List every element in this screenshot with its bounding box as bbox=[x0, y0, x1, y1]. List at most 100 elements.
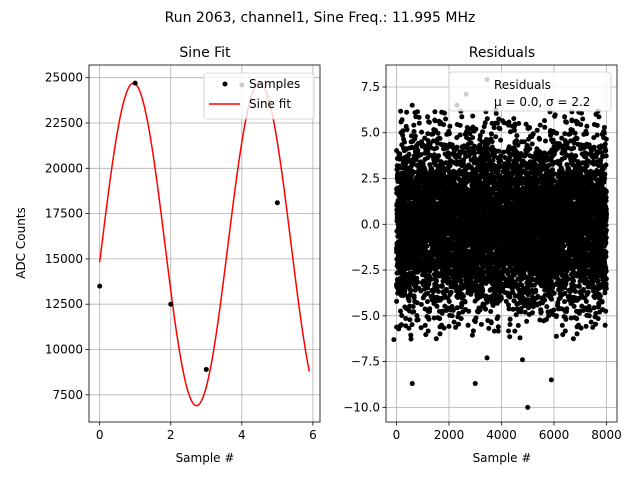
residual-point bbox=[506, 119, 512, 125]
residual-point bbox=[461, 143, 467, 149]
residual-point bbox=[481, 302, 487, 308]
residual-point bbox=[490, 158, 496, 163]
residual-point bbox=[434, 278, 439, 284]
residual-point bbox=[442, 110, 447, 116]
residual-point bbox=[398, 308, 403, 314]
residual-point bbox=[446, 323, 452, 329]
residual-point bbox=[465, 322, 471, 328]
residual-point bbox=[498, 296, 504, 302]
residuals-plot-area bbox=[391, 77, 609, 410]
residual-point bbox=[477, 307, 483, 313]
residual-point bbox=[487, 153, 493, 159]
residual-point bbox=[439, 283, 445, 289]
residual-point bbox=[495, 120, 500, 126]
residual-point bbox=[507, 334, 513, 340]
residual-point bbox=[419, 129, 425, 135]
residual-point bbox=[443, 287, 449, 292]
residual-point bbox=[470, 113, 476, 119]
residual-point bbox=[427, 306, 433, 312]
residual-point bbox=[447, 163, 453, 169]
residual-point bbox=[410, 304, 416, 309]
residual-point bbox=[470, 328, 476, 334]
residual-point bbox=[458, 150, 464, 156]
residual-point bbox=[410, 169, 416, 175]
residual-point bbox=[515, 323, 521, 328]
residual-point bbox=[461, 293, 466, 299]
residual-point bbox=[415, 317, 421, 323]
sine-fit-xtick-label: 2 bbox=[167, 428, 175, 442]
residual-point bbox=[434, 140, 440, 146]
residual-point bbox=[457, 132, 463, 138]
residual-point bbox=[435, 130, 441, 136]
sample-point bbox=[132, 80, 138, 86]
sine-fit-ytick-label: 17500 bbox=[45, 207, 83, 221]
residual-point bbox=[488, 131, 494, 137]
residual-point bbox=[415, 148, 421, 153]
sine-fit-xtick-label: 0 bbox=[96, 428, 104, 442]
residual-point bbox=[480, 129, 486, 135]
residual-point bbox=[430, 131, 436, 137]
residual-point bbox=[473, 126, 479, 132]
residual-point bbox=[459, 302, 465, 308]
residual-point bbox=[408, 288, 414, 294]
residual-point bbox=[453, 324, 459, 330]
sine-fit-ylabel: ADC Counts bbox=[14, 207, 28, 279]
residual-point bbox=[426, 316, 432, 322]
residual-point bbox=[432, 118, 438, 124]
residual-point bbox=[437, 331, 443, 337]
residual-point bbox=[435, 264, 441, 270]
residual-point bbox=[511, 116, 517, 122]
residual-point bbox=[472, 319, 478, 325]
residual-point bbox=[406, 298, 412, 304]
residual-point bbox=[462, 299, 468, 305]
residual-point bbox=[470, 135, 476, 141]
residual-point bbox=[496, 116, 502, 122]
sine-fit-title: Sine Fit bbox=[179, 45, 231, 61]
sine-fit-ytick-label: 12500 bbox=[45, 297, 83, 311]
residual-point bbox=[477, 133, 483, 139]
residual-point bbox=[486, 325, 492, 331]
residual-point bbox=[428, 276, 434, 282]
residual-point bbox=[467, 131, 473, 137]
residuals-axes: Residuals 0 2000 4000 6000 8000−10.0−7.5−5.0… bbox=[343, 45, 622, 465]
sine-fit-ytick-label: 25000 bbox=[45, 71, 83, 85]
residual-point bbox=[407, 317, 413, 323]
residual-point bbox=[496, 148, 502, 154]
residual-point bbox=[484, 116, 490, 122]
sine-fit-ytick-label: 15000 bbox=[45, 252, 83, 266]
residual-point bbox=[474, 278, 480, 284]
residual-point bbox=[427, 152, 433, 158]
residual-point bbox=[471, 151, 477, 157]
residual-point bbox=[433, 336, 439, 342]
residual-point bbox=[449, 313, 455, 319]
residual-point bbox=[483, 280, 489, 286]
residual-point bbox=[435, 283, 441, 289]
residual-point bbox=[412, 287, 418, 293]
residual-point bbox=[480, 288, 486, 294]
residual-point bbox=[440, 308, 445, 314]
residual-point bbox=[425, 290, 431, 296]
residual-point bbox=[491, 125, 497, 131]
residual-point bbox=[514, 133, 520, 139]
residual-point bbox=[493, 134, 499, 140]
residual-point bbox=[495, 328, 501, 334]
residual-point bbox=[478, 321, 484, 327]
figure-suptitle: Run 2063, channel1, Sine Freq.: 11.995 M… bbox=[165, 10, 476, 26]
residual-point bbox=[498, 137, 504, 143]
residual-point bbox=[507, 322, 513, 327]
residual-point bbox=[424, 299, 430, 305]
sine-fit-axes: Sine Fit 0 2 4 6750010000125001500017500200… bbox=[14, 45, 321, 465]
residual-point bbox=[435, 289, 441, 294]
residual-point bbox=[459, 114, 465, 120]
sine-fit-ticks: 0 2 4 6750010000125001500017500200002250025… bbox=[45, 71, 317, 442]
sine-fit-ytick-label: 20000 bbox=[45, 161, 83, 175]
residual-point bbox=[403, 316, 409, 321]
residual-point bbox=[512, 328, 518, 334]
residual-point bbox=[400, 128, 406, 134]
residual-point bbox=[491, 328, 497, 334]
residual-point bbox=[398, 108, 404, 114]
residual-point bbox=[411, 295, 417, 301]
residual-point bbox=[413, 157, 419, 163]
residual-point bbox=[432, 109, 438, 115]
residual-point bbox=[468, 140, 474, 146]
